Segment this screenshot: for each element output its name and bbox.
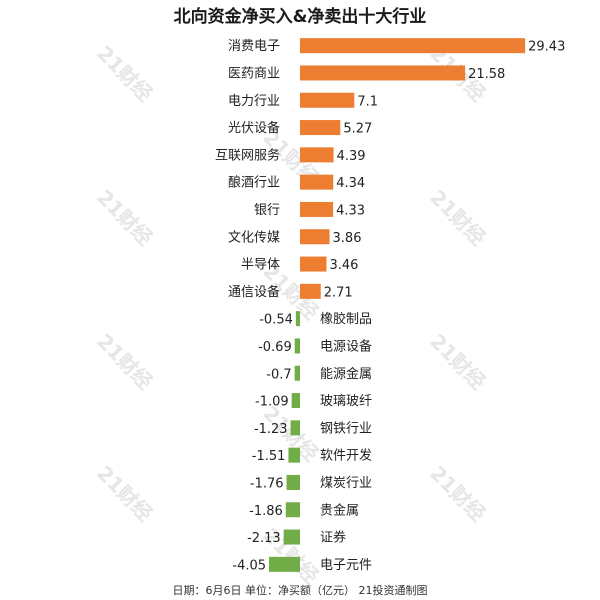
data-label: -1.09	[255, 395, 289, 410]
data-label: -1.76	[250, 476, 284, 491]
bar	[300, 38, 526, 54]
data-label: 5.27	[343, 122, 372, 137]
category-label: 橡胶制品	[320, 311, 372, 327]
category-label: 电子元件	[320, 558, 372, 573]
bar	[300, 65, 466, 81]
data-label: 29.43	[528, 40, 565, 55]
bar	[288, 447, 300, 463]
data-label: 3.46	[329, 258, 358, 273]
data-label: -0.54	[259, 313, 293, 328]
bar	[300, 283, 321, 299]
category-label: 证券	[320, 530, 346, 546]
data-label: -1.86	[249, 504, 283, 519]
bar	[300, 256, 327, 272]
bar	[283, 529, 300, 545]
bar	[291, 393, 300, 409]
bar	[300, 201, 334, 217]
data-label: 2.71	[324, 285, 353, 300]
bar	[295, 311, 300, 327]
bar	[294, 365, 300, 381]
bar	[300, 174, 334, 190]
data-label: 3.86	[333, 231, 362, 246]
data-label: -1.23	[254, 422, 288, 437]
data-label: 4.34	[336, 176, 365, 191]
category-label: 玻璃玻纤	[320, 394, 372, 409]
bar	[290, 420, 300, 436]
data-label: -0.7	[266, 367, 291, 382]
category-label: 煤炭行业	[320, 476, 372, 491]
category-label: 软件开发	[320, 448, 372, 464]
category-label: 文化传媒	[228, 230, 280, 245]
data-label: -0.69	[258, 340, 292, 355]
category-label: 银行	[254, 203, 280, 218]
data-label: 7.1	[357, 94, 378, 109]
category-label: 医药商业	[228, 66, 280, 81]
data-label: 4.39	[337, 149, 366, 164]
category-label: 互联网服务	[215, 147, 280, 163]
bar	[285, 502, 300, 518]
data-label: -2.13	[247, 531, 281, 546]
bar	[300, 120, 341, 136]
bar	[269, 556, 300, 572]
bar	[300, 229, 330, 245]
category-label: 电力行业	[228, 94, 280, 109]
data-label: 21.58	[468, 67, 505, 82]
data-label: 4.33	[336, 203, 365, 218]
category-label: 贵金属	[320, 502, 359, 518]
bar	[294, 338, 300, 354]
category-label: 光伏设备	[228, 120, 280, 136]
chart-title: 北向资金净买入&净卖出十大行业	[173, 7, 427, 27]
category-label: 电源设备	[320, 338, 372, 354]
category-label: 消费电子	[228, 39, 280, 54]
bar	[300, 92, 355, 108]
bar	[286, 474, 300, 490]
chart-footer: 日期：6月6日 单位：净买额（亿元） 21投资通制图	[172, 584, 428, 597]
category-label: 半导体	[241, 258, 280, 273]
category-label: 酿酒行业	[228, 175, 280, 191]
data-label: -1.51	[252, 449, 286, 464]
data-label: -4.05	[232, 558, 266, 573]
category-label: 能源金属	[320, 366, 372, 382]
category-label: 通信设备	[228, 284, 280, 300]
bar	[300, 147, 334, 163]
category-label: 钢铁行业	[320, 421, 372, 436]
